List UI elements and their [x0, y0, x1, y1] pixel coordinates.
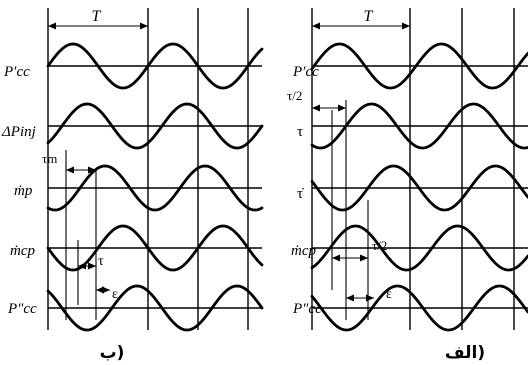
panel-a-label-mcp-dot: ṁcp — [291, 243, 316, 259]
panel-a-wave-1 — [310, 102, 528, 150]
panel-b-wave-0 — [46, 42, 264, 90]
panel-a-tau-half-top-label: τ/2 — [287, 88, 302, 103]
panel-a-wave-2 — [310, 164, 528, 212]
panel-a-label-pcc-double: P″cc — [292, 301, 322, 317]
panel-b-period-arrow-head-left — [48, 22, 56, 30]
panel-b: ب) T P′cc ΔPinj ṁp ṁcp P″cc τm τ ε — [1, 8, 264, 363]
panel-a-caption: الف) — [445, 343, 485, 363]
panel-b-label-mp-dot: ṁp — [14, 183, 33, 199]
panel-a-tau-half-mid-arrow-head-right — [360, 254, 368, 262]
panel-b-tau-m-arrow-head-right — [88, 166, 96, 174]
panel-b-label-delta-pinj: ΔPinj — [1, 124, 36, 140]
panel-a-label-tau-dot: τ̇ — [297, 186, 304, 202]
panel-a-period-arrow-head-left — [312, 22, 320, 30]
panel-b-tau-arrow-head-left — [78, 262, 86, 270]
panel-a-wave-3 — [310, 224, 528, 272]
panel-a-wave-4 — [310, 284, 528, 332]
panel-a-tau-half-top-arrow-head-left — [312, 104, 320, 112]
panel-a-epsilon-arrow-head-left — [346, 294, 354, 302]
panel-a-tau-half-top-arrow-head-right — [338, 104, 346, 112]
panel-b-wave-2 — [46, 164, 264, 212]
panel-b-period-label: T — [92, 8, 102, 25]
panel-a-period-label: T — [364, 8, 374, 25]
panel-b-label-pcc-prime: P′cc — [3, 64, 30, 80]
panel-b-caption: ب) — [100, 343, 125, 363]
panel-b-label-mcp-dot: ṁcp — [10, 243, 35, 259]
panel-b-label-pcc-double: P″cc — [7, 301, 37, 317]
panel-b-epsilon-label: ε — [112, 287, 118, 302]
panel-a-epsilon-label: ε — [386, 287, 392, 302]
panel-b-wave-4 — [46, 284, 264, 332]
panel-a-wave-0 — [310, 42, 528, 90]
panel-a-epsilon-arrow-head-right — [366, 294, 374, 302]
panel-a-label-tau: τ — [297, 124, 303, 140]
panel-b-tau-m-arrow-head-left — [66, 166, 74, 174]
panel-a-period-arrow-head-right — [402, 22, 410, 30]
panel-b-tau-m-label: τm — [42, 151, 57, 166]
panel-b-epsilon-arrow-head-right — [102, 286, 110, 294]
panel-a: الف) T P′cc τ τ̇ ṁcp P″cc τ/2 τ/2 ε — [287, 8, 528, 363]
panel-a-tau-half-mid-arrow-head-left — [332, 254, 340, 262]
panel-b-period-arrow-head-right — [140, 22, 148, 30]
panel-b-tau-label: τ — [98, 254, 104, 269]
panel-b-wave-1 — [46, 102, 264, 150]
panel-b-tau-arrow-head-right — [88, 262, 96, 270]
